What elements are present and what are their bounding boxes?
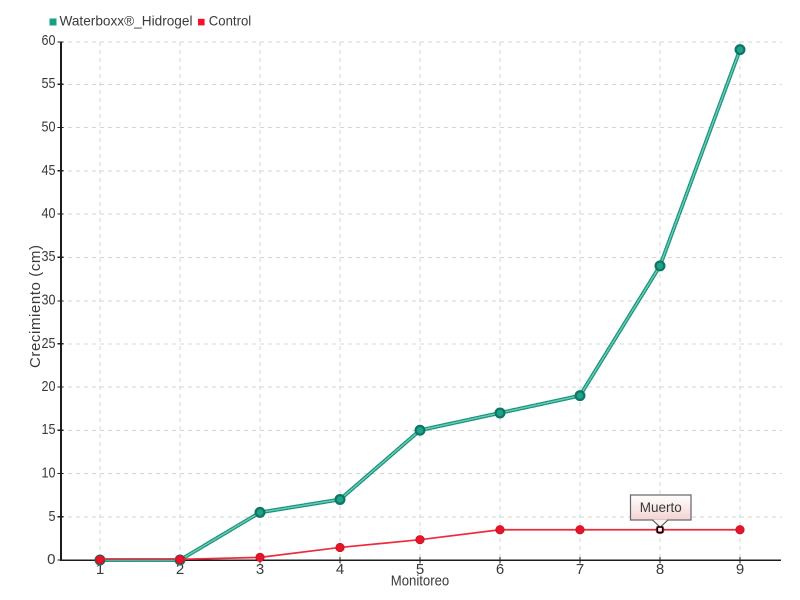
- svg-text:45: 45: [42, 162, 56, 179]
- svg-text:Monitoreo: Monitoreo: [391, 573, 450, 590]
- svg-text:60: 60: [42, 32, 56, 49]
- svg-text:40: 40: [42, 205, 56, 222]
- svg-text:5: 5: [49, 508, 56, 525]
- svg-text:Waterboxx®_Hidrogel: Waterboxx®_Hidrogel: [60, 13, 193, 29]
- svg-text:8: 8: [656, 561, 664, 578]
- svg-text:Muerto: Muerto: [640, 499, 682, 515]
- svg-text:6: 6: [496, 561, 504, 578]
- svg-text:15: 15: [42, 421, 56, 438]
- svg-text:30: 30: [42, 292, 56, 309]
- svg-text:2: 2: [176, 561, 184, 578]
- svg-text:4: 4: [336, 561, 344, 578]
- svg-text:20: 20: [42, 378, 56, 395]
- svg-text:35: 35: [42, 248, 56, 265]
- svg-text:9: 9: [736, 561, 744, 578]
- svg-text:3: 3: [256, 561, 264, 578]
- svg-text:10: 10: [42, 465, 56, 482]
- svg-text:25: 25: [42, 335, 56, 352]
- svg-text:7: 7: [576, 561, 584, 578]
- svg-text:55: 55: [42, 75, 56, 92]
- svg-text:0: 0: [47, 551, 55, 568]
- svg-text:1: 1: [96, 561, 104, 578]
- svg-text:5: 5: [416, 561, 424, 578]
- svg-text:50: 50: [42, 119, 56, 136]
- svg-text:Crecimiento (cm): Crecimiento (cm): [27, 245, 44, 368]
- svg-text:Control: Control: [209, 13, 251, 29]
